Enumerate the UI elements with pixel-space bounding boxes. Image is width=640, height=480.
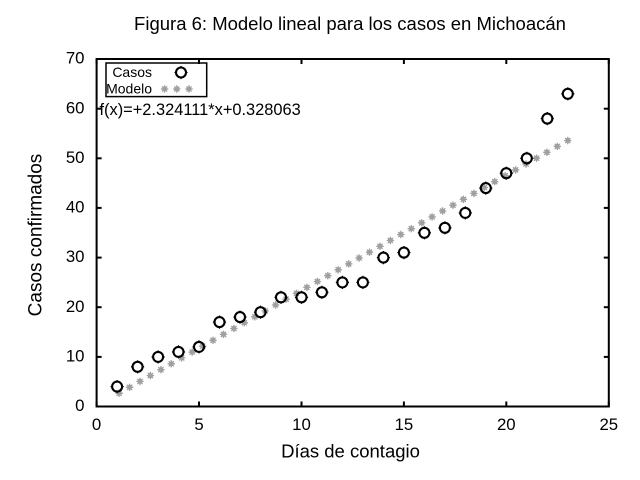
svg-text:Casos confirmados: Casos confirmados: [26, 154, 47, 317]
svg-text:40: 40: [66, 198, 85, 217]
svg-text:60: 60: [66, 98, 85, 117]
svg-text:Días de contagio: Días de contagio: [281, 441, 420, 462]
svg-text:50: 50: [66, 148, 85, 167]
svg-text:f(x)=+2.324111*x+0.328063: f(x)=+2.324111*x+0.328063: [100, 101, 301, 119]
svg-text:20: 20: [66, 297, 85, 316]
svg-text:Modelo: Modelo: [106, 81, 152, 97]
svg-text:5: 5: [194, 415, 203, 434]
svg-text:0: 0: [75, 396, 84, 415]
svg-text:25: 25: [599, 415, 618, 434]
svg-text:20: 20: [497, 415, 516, 434]
svg-text:10: 10: [292, 415, 311, 434]
svg-text:30: 30: [66, 247, 85, 266]
svg-text:Figura 6: Modelo lineal para l: Figura 6: Modelo lineal para los casos e…: [134, 13, 566, 34]
svg-text:70: 70: [66, 49, 85, 68]
svg-text:15: 15: [395, 415, 414, 434]
svg-text:Casos: Casos: [112, 64, 152, 80]
svg-text:10: 10: [66, 347, 85, 366]
svg-text:0: 0: [92, 415, 101, 434]
